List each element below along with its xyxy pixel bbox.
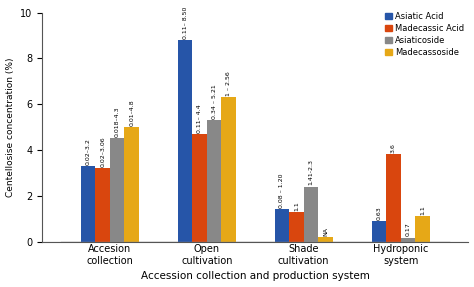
Text: 0.34 – 5.21: 0.34 – 5.21 bbox=[211, 84, 217, 119]
Text: 0.08 – 1.20: 0.08 – 1.20 bbox=[279, 174, 284, 208]
Bar bbox=[42, 242, 468, 245]
Text: 1 – 2.56: 1 – 2.56 bbox=[226, 71, 231, 96]
Bar bbox=[386, 154, 401, 242]
Legend: Asiatic Acid, Madecassic Acid, Asiaticoside, Madecassoside: Asiatic Acid, Madecassic Acid, Asiaticos… bbox=[385, 12, 464, 57]
Bar bbox=[207, 120, 221, 242]
Bar bbox=[289, 212, 304, 242]
Bar bbox=[81, 166, 95, 242]
Text: 0.11– 4.4: 0.11– 4.4 bbox=[197, 104, 202, 133]
Bar bbox=[372, 221, 386, 242]
Text: 1.1: 1.1 bbox=[420, 205, 425, 215]
Bar bbox=[192, 134, 207, 242]
Bar bbox=[110, 138, 125, 242]
Text: 0.11– 8.50: 0.11– 8.50 bbox=[182, 7, 188, 39]
Text: 0.63: 0.63 bbox=[376, 206, 381, 220]
Text: NA: NA bbox=[323, 227, 328, 236]
Y-axis label: Centellosise concentration (%): Centellosise concentration (%) bbox=[6, 57, 15, 197]
Bar bbox=[401, 238, 415, 242]
Text: 1.41-2.3: 1.41-2.3 bbox=[309, 159, 313, 185]
Text: 0.02–3.2: 0.02–3.2 bbox=[86, 138, 91, 165]
Bar bbox=[274, 210, 289, 242]
Bar bbox=[221, 97, 236, 242]
Bar bbox=[178, 40, 192, 242]
Bar bbox=[125, 127, 139, 242]
X-axis label: Accession collection and production system: Accession collection and production syst… bbox=[141, 272, 370, 282]
Bar bbox=[318, 237, 333, 242]
Text: 0.02–3.06: 0.02–3.06 bbox=[100, 136, 105, 167]
Text: 3.6: 3.6 bbox=[391, 144, 396, 153]
Text: 0.018–4.3: 0.018–4.3 bbox=[115, 107, 119, 137]
Text: 0.01–4.8: 0.01–4.8 bbox=[129, 99, 134, 126]
Bar bbox=[304, 187, 318, 242]
Text: 0.17: 0.17 bbox=[405, 223, 410, 236]
Bar bbox=[415, 216, 430, 242]
Text: 1.1: 1.1 bbox=[294, 201, 299, 211]
Bar bbox=[95, 168, 110, 242]
